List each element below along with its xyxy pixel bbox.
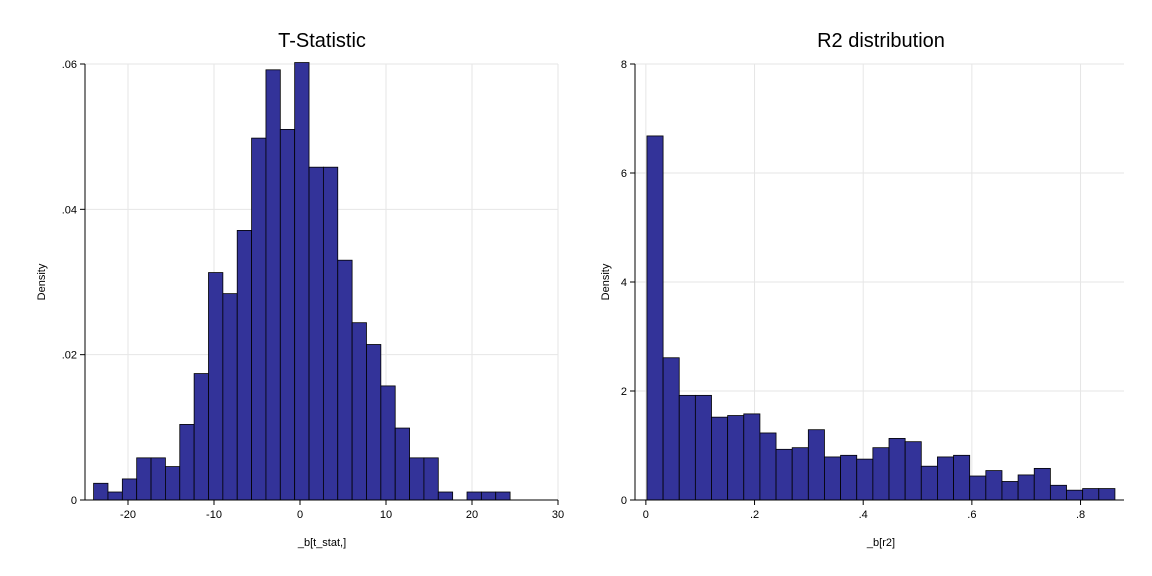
x-tick-label: 30 [552,509,564,521]
histogram-bar [351,322,367,501]
histogram-bar [872,447,890,501]
histogram-bar [678,394,696,501]
y-axis-label: Density [600,263,612,300]
histogram-bar [251,137,267,501]
histogram-bar [265,69,281,501]
histogram-bar [308,166,324,501]
histogram-bar [222,293,238,501]
y-axis-label: Density [36,263,48,300]
histogram-bar [662,357,680,501]
histogram-bar [888,438,906,501]
y-tick-label: .06 [62,59,77,71]
histogram-bar [694,394,712,501]
histogram-bar [394,427,410,501]
histogram-bar [1082,488,1100,501]
histogram-bar [121,478,138,501]
y-tick-label: .02 [62,350,77,362]
histogram-bar [1066,489,1084,501]
y-tick-label: 6 [621,168,627,180]
y-tick-label: .04 [62,204,77,216]
histogram-bar [409,457,425,501]
x-tick-label: -10 [206,509,222,521]
histogram-bar [466,491,482,501]
histogram-bar [727,415,745,501]
histogram-bar [322,166,339,501]
x-tick-label: .8 [1076,509,1085,521]
histogram-bar [150,457,166,501]
x-axis-label: _b[r2] [866,537,895,549]
histogram-bar [856,458,874,501]
x-tick-label: -20 [120,509,136,521]
x-tick-label: .4 [859,509,868,521]
histogram-bar [495,491,511,501]
histogram-bar [969,475,987,501]
x-tick-label: 0 [643,509,649,521]
r2-histogram: 0 .2 .4 .6 .8 0 2 4 6 8 R2 distribution _b[r2] De… [600,30,1124,549]
histogram-bar [1017,474,1035,501]
histogram-bar [840,454,858,501]
histogram-bar [807,429,825,501]
histogram-bar [337,259,353,501]
histogram-bar [1049,484,1067,501]
tstat-histogram: -20 -10 0 10 20 30 0 .02 .04 .06 T-Statistic _b[t… [36,30,564,549]
x-tick-label: 10 [380,509,392,521]
histogram-bar [791,447,809,501]
histogram-bar [93,482,109,501]
histogram-bar [775,448,793,501]
histogram-bar [136,457,152,501]
histogram-bar [1033,467,1051,501]
histogram-bar [294,62,310,501]
y-tick-label: 4 [621,277,627,289]
y-tick-label: 2 [621,386,627,398]
x-tick-label: 20 [466,509,478,521]
histogram-bar [423,457,439,501]
histogram-bar [366,344,382,501]
histogram-bar [824,456,841,501]
histogram-bar [1098,488,1116,501]
histogram-bar [193,373,209,501]
histogram-bar [236,230,252,501]
histogram-bar [437,491,454,501]
x-tick-label: 0 [297,509,303,521]
histogram-bar [920,465,938,501]
histogram-bar [208,272,224,501]
histogram-bar [646,135,664,501]
x-axis-label: _b[t_stat,] [297,537,346,549]
histogram-bar [985,470,1003,501]
histogram-bar [380,385,396,501]
histogram-bar [904,441,922,501]
histogram-bar [937,456,954,501]
histogram-bar [953,454,971,501]
histogram-bar [480,491,497,501]
histogram-bar [1001,481,1019,501]
y-tick-label: 0 [621,495,627,507]
chart-title: T-Statistic [278,30,366,52]
y-tick-label: 0 [71,495,77,507]
histogram-bar [279,128,296,501]
histogram-bar [759,432,777,501]
x-tick-label: .2 [750,509,759,521]
chart-title: R2 distribution [817,30,945,52]
histogram-bar [107,491,123,501]
histogram-bar [165,466,181,501]
histogram-bar [711,416,729,501]
x-tick-label: .6 [967,509,976,521]
y-tick-label: 8 [621,59,627,71]
histogram-bar [179,424,195,501]
histogram-bar [743,413,761,501]
